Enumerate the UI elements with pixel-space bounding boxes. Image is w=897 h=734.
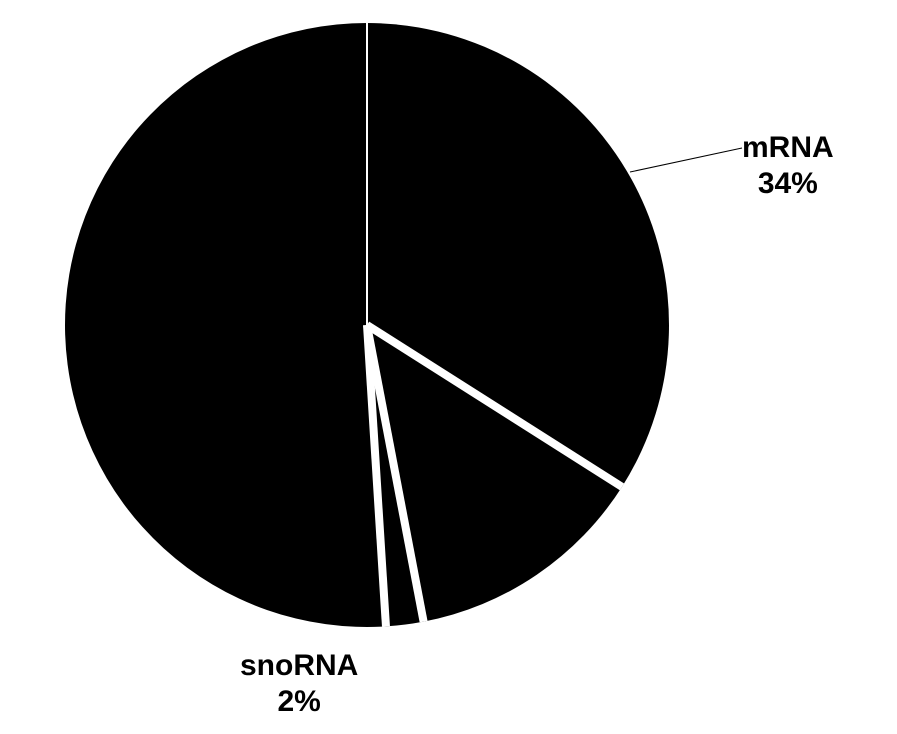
leader-line: [630, 148, 742, 172]
slice-label-snorna-pct: 2%: [240, 684, 358, 720]
slice-label-snorna-name: snoRNA: [240, 648, 358, 684]
slice-label-mrna-name: mRNA: [742, 130, 834, 166]
pie-chart-svg: [0, 0, 897, 734]
slice-label-mrna-pct: 34%: [742, 166, 834, 202]
slice-label-snorna: snoRNA 2%: [240, 648, 358, 720]
pie-slice: [65, 23, 386, 627]
pie-chart-container: mRNA 34% snoRNA 2%: [0, 0, 897, 734]
slice-label-mrna: mRNA 34%: [742, 130, 834, 202]
